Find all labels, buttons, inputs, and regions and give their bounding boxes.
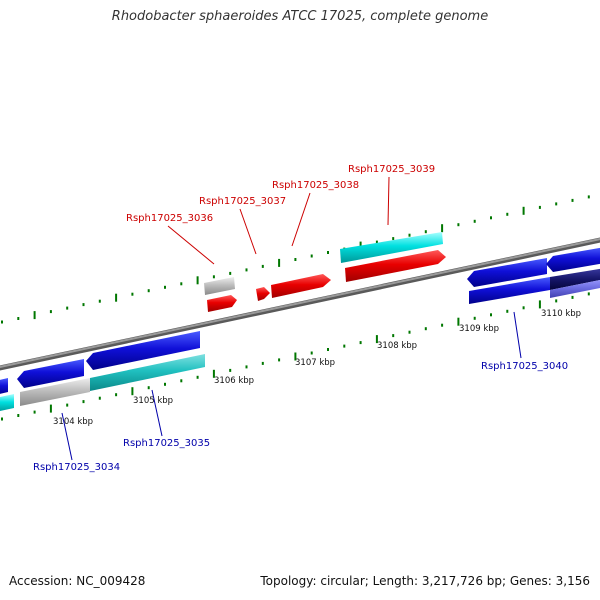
gene-Rsph17025_3034[interactable] <box>0 359 90 412</box>
gene-Rsph17025_3039[interactable] <box>340 232 446 282</box>
gene-label-3040[interactable]: Rsph17025_3040 <box>481 361 568 372</box>
backbone <box>0 237 600 371</box>
gene-labels[interactable]: Rsph17025_3036 Rsph17025_3037 Rsph17025_… <box>33 164 568 473</box>
scale-label: 3108 kbp <box>377 341 417 351</box>
scale-label: 3107 kbp <box>295 358 335 368</box>
topology-label: Topology: circular; Length: 3,217,726 bp… <box>260 574 590 588</box>
gene-label-3036[interactable]: Rsph17025_3036 <box>126 213 213 224</box>
scale-label: 3110 kbp <box>541 309 581 319</box>
gene-Rsph17025_3036[interactable] <box>207 295 237 312</box>
gene-label-3038[interactable]: Rsph17025_3038 <box>272 180 359 191</box>
accession-label: Accession: NC_009428 <box>9 574 146 588</box>
gene-label-3037[interactable]: Rsph17025_3037 <box>199 196 286 207</box>
gene-label-3034[interactable]: Rsph17025_3034 <box>33 462 120 473</box>
gene-Rsph17025_3035[interactable] <box>86 331 205 391</box>
gene-Rsph17025_3040[interactable] <box>467 247 600 304</box>
grey-feature-mark <box>204 277 235 295</box>
genome-title: Rhodobacter sphaeroides ATCC 17025, comp… <box>111 9 489 24</box>
gene-Rsph17025_3038[interactable] <box>271 274 331 298</box>
scale-label: 3106 kbp <box>214 376 254 386</box>
reverse-tick-row <box>1 292 590 421</box>
gene-Rsph17025_3037[interactable] <box>256 287 270 301</box>
scale-label: 3104 kbp <box>53 417 93 427</box>
gene-label-3035[interactable]: Rsph17025_3035 <box>123 438 210 449</box>
label-leaders <box>61 176 522 461</box>
scale-labels: 3104 kbp 3105 kbp 3106 kbp 3107 kbp 3108… <box>53 309 581 427</box>
scale-label: 3105 kbp <box>133 396 173 406</box>
gene-label-3039[interactable]: Rsph17025_3039 <box>348 164 435 175</box>
scale-label: 3109 kbp <box>459 324 499 334</box>
